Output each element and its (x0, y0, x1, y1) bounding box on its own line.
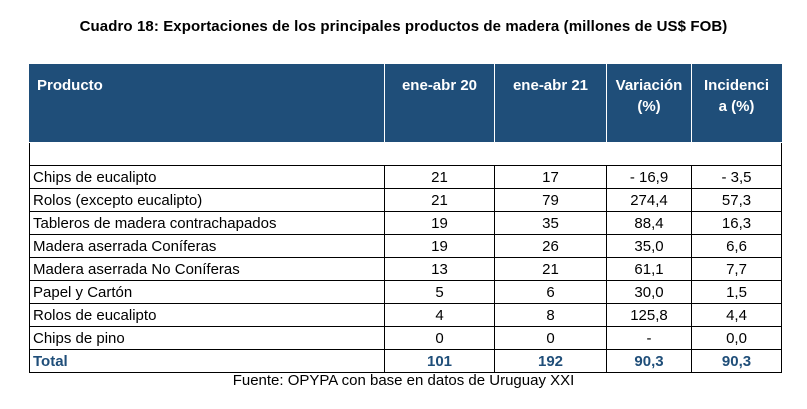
cell-ene-abr-20: 0 (384, 326, 495, 350)
cell-ene-abr-20: 21 (384, 188, 495, 212)
header-row: Producto ene-abr 20 ene-abr 21 Variación… (29, 64, 782, 143)
header-incidence: Incidenci a (%) (691, 64, 782, 143)
cell-ene-abr-21: 79 (494, 188, 607, 212)
header-ene-abr-20: ene-abr 20 (384, 64, 495, 143)
total-variation: 90,3 (606, 349, 692, 373)
cell-incidence: 1,5 (691, 280, 782, 304)
cell-ene-abr-21: 0 (494, 326, 607, 350)
table-body: Chips de eucalipto 21 17 - 16,9 - 3,5 Ro… (29, 142, 782, 373)
cell-ene-abr-21: 35 (494, 211, 607, 235)
total-row: Total 101 192 90,3 90,3 (29, 349, 782, 373)
cell-incidence: 4,4 (691, 303, 782, 327)
cell-variation: - (606, 326, 692, 350)
table-row: Madera aserrada No Coníferas 13 21 61,1 … (29, 257, 782, 281)
cell-product: Rolos de eucalipto (29, 303, 385, 327)
table-row: Papel y Cartón 5 6 30,0 1,5 (29, 280, 782, 304)
header-variation: Variación (%) (606, 64, 692, 143)
cell-ene-abr-20: 21 (384, 165, 495, 189)
total-ene-abr-20: 101 (384, 349, 495, 373)
table-title: Cuadro 18: Exportaciones de los principa… (79, 18, 728, 35)
cell-ene-abr-21: 26 (494, 234, 607, 258)
cell-ene-abr-20: 13 (384, 257, 495, 281)
cell-ene-abr-21: 8 (494, 303, 607, 327)
total-label: Total (29, 349, 385, 373)
cell-ene-abr-21: 17 (494, 165, 607, 189)
cell-product: Madera aserrada Coníferas (29, 234, 385, 258)
cell-product: Madera aserrada No Coníferas (29, 257, 385, 281)
exports-table: Producto ene-abr 20 ene-abr 21 Variación… (29, 64, 782, 373)
table-row: Chips de eucalipto 21 17 - 16,9 - 3,5 (29, 165, 782, 189)
table-row: Rolos de eucalipto 4 8 125,8 4,4 (29, 303, 782, 327)
cell-incidence: 7,7 (691, 257, 782, 281)
cell-product: Papel y Cartón (29, 280, 385, 304)
cell-product: Chips de eucalipto (29, 165, 385, 189)
header-variation-line2: (%) (637, 98, 661, 115)
cell-ene-abr-20: 19 (384, 211, 495, 235)
cell-incidence: 6,6 (691, 234, 782, 258)
cell-ene-abr-20: 4 (384, 303, 495, 327)
table-row: Tableros de madera contrachapados 19 35 … (29, 211, 782, 235)
header-ene-abr-21: ene-abr 21 (494, 64, 607, 143)
cell-incidence: - 3,5 (691, 165, 782, 189)
cell-incidence: 0,0 (691, 326, 782, 350)
source-note: Fuente: OPYPA con base en datos de Urugu… (232, 372, 575, 389)
table-row: Chips de pino 0 0 - 0,0 (29, 326, 782, 350)
cell-variation: 61,1 (606, 257, 692, 281)
cell-variation: - 16,9 (606, 165, 692, 189)
total-ene-abr-21: 192 (494, 349, 607, 373)
cell-incidence: 16,3 (691, 211, 782, 235)
cell-variation: 274,4 (606, 188, 692, 212)
header-variation-line1: Variación (615, 77, 683, 94)
cell-variation: 88,4 (606, 211, 692, 235)
header-incidence-line2: a (%) (718, 98, 755, 115)
total-incidence: 90,3 (691, 349, 782, 373)
cell-ene-abr-20: 19 (384, 234, 495, 258)
cell-incidence: 57,3 (691, 188, 782, 212)
cell-product: Tableros de madera contrachapados (29, 211, 385, 235)
cell-variation: 125,8 (606, 303, 692, 327)
header-incidence-line1: Incidenci (703, 77, 770, 94)
cell-ene-abr-20: 5 (384, 280, 495, 304)
table-row: Rolos (excepto eucalipto) 21 79 274,4 57… (29, 188, 782, 212)
cell-variation: 30,0 (606, 280, 692, 304)
cell-ene-abr-21: 21 (494, 257, 607, 281)
header-product: Producto (29, 64, 385, 143)
table-row: Madera aserrada Coníferas 19 26 35,0 6,6 (29, 234, 782, 258)
cell-product: Rolos (excepto eucalipto) (29, 188, 385, 212)
cell-ene-abr-21: 6 (494, 280, 607, 304)
cell-product: Chips de pino (29, 326, 385, 350)
cell-variation: 35,0 (606, 234, 692, 258)
